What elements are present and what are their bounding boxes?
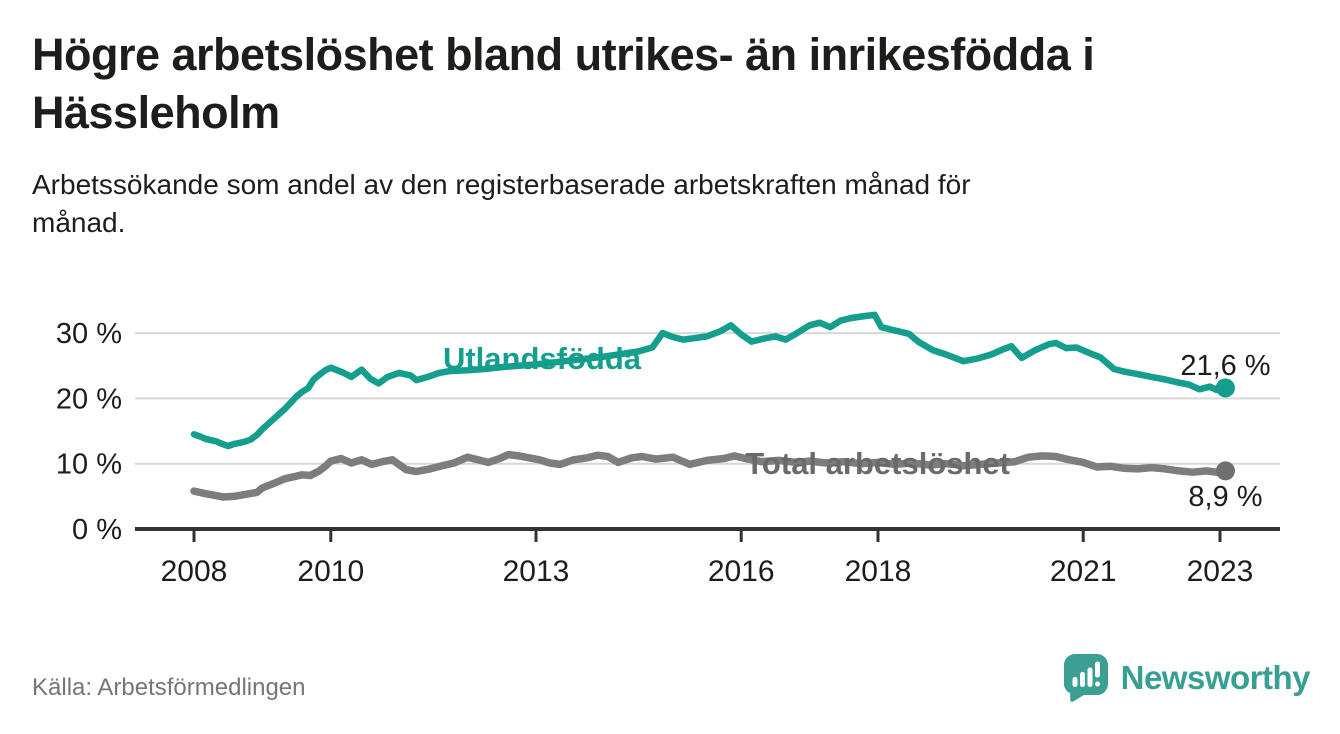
x-tick-label: 2021 xyxy=(1050,555,1117,588)
x-tick-label: 2010 xyxy=(297,555,364,588)
series-end-value-label: 8,9 % xyxy=(1188,481,1262,513)
series-line-total-arbetsl-shet xyxy=(190,450,1230,501)
x-tick-label: 2018 xyxy=(845,555,912,588)
y-tick-label: 30 % xyxy=(56,318,122,350)
series-name-label: Utlandsfödda xyxy=(443,341,642,376)
source-note: Källa: Arbetsförmedlingen xyxy=(32,674,306,701)
newsworthy-wordmark: Newsworthy xyxy=(1120,659,1311,696)
series-end-dot xyxy=(1215,378,1235,398)
x-tick-label: 2023 xyxy=(1187,555,1254,588)
y-tick-label: 10 % xyxy=(56,449,122,481)
series-end-dot xyxy=(1215,461,1235,481)
newsworthy-bubble-chart-icon xyxy=(1063,654,1108,702)
x-tick-label: 2013 xyxy=(503,555,570,588)
y-tick-label: 0 % xyxy=(72,514,122,546)
x-tick-label: 2008 xyxy=(161,555,228,588)
chart-title: Högre arbetslöshet bland utrikes- än inr… xyxy=(32,29,1095,138)
y-tick-label: 20 % xyxy=(56,383,122,415)
series-name-label: Total arbetslöshet xyxy=(745,446,1010,481)
x-tick-label: 2016 xyxy=(708,555,775,588)
series-end-value-label: 21,6 % xyxy=(1180,350,1270,382)
newsworthy-logo: Newsworthy xyxy=(1063,653,1311,703)
chart-subtitle: Arbetssökande som andel av den registerb… xyxy=(32,169,971,238)
series-line-utlandsf-dda xyxy=(190,311,1229,450)
